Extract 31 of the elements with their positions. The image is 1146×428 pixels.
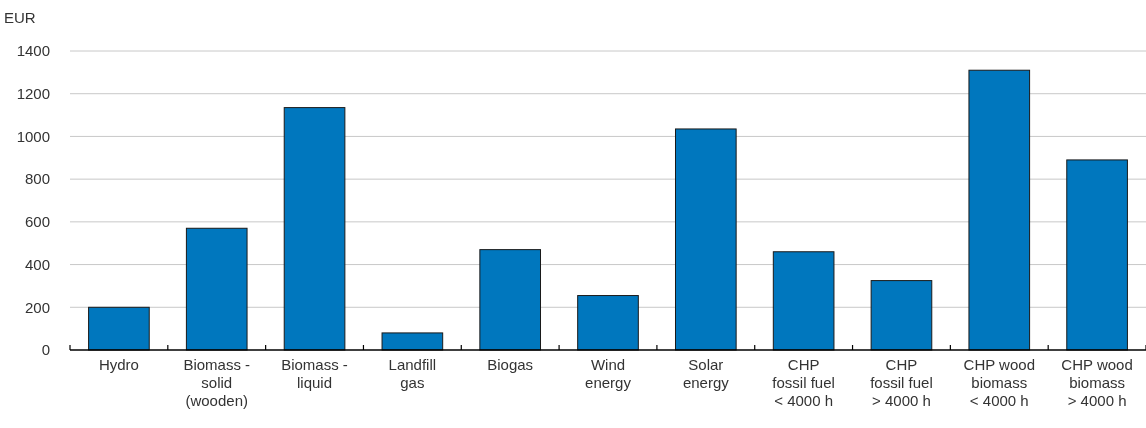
y-tick-label: 1400 — [16, 42, 50, 60]
bar — [381, 332, 444, 351]
bar — [185, 227, 248, 351]
x-tick-label: Hydro — [98, 356, 139, 373]
x-tick-label: Biogas — [487, 356, 534, 373]
x-tick-label: CHP fossil fuel > 4000 h — [870, 356, 933, 409]
bar — [968, 69, 1031, 351]
bar — [577, 295, 639, 351]
y-tick-label: 200 — [24, 298, 50, 316]
y-tick-label: 600 — [24, 213, 50, 231]
x-tick-label: Landfill gas — [388, 356, 437, 391]
bar — [283, 107, 346, 351]
bar — [479, 249, 542, 351]
x-tick-label: Biomass - solid (wooden) — [183, 356, 251, 409]
x-tick-label: Biomass - liquid — [281, 356, 348, 391]
x-tick-label: Wind energy — [585, 356, 632, 391]
x-tick-label: CHP fossil fuel < 4000 h — [772, 356, 835, 409]
y-tick-label: 1200 — [16, 84, 50, 102]
bar — [88, 306, 150, 351]
x-tick-label: CHP wood biomass < 4000 h — [963, 356, 1035, 409]
bar — [675, 128, 737, 351]
y-axis-title: EUR — [4, 9, 36, 26]
x-tick-label: CHP wood biomass > 4000 h — [1061, 356, 1133, 409]
bar — [772, 251, 835, 351]
x-tick-label: Solar energy — [682, 356, 730, 391]
y-tick-label: 1000 — [16, 127, 50, 145]
y-tick-label: 400 — [24, 255, 50, 273]
y-tick-label: 800 — [24, 170, 50, 188]
bar — [870, 280, 933, 351]
bar — [1066, 159, 1128, 351]
y-tick-label: 0 — [41, 341, 50, 359]
